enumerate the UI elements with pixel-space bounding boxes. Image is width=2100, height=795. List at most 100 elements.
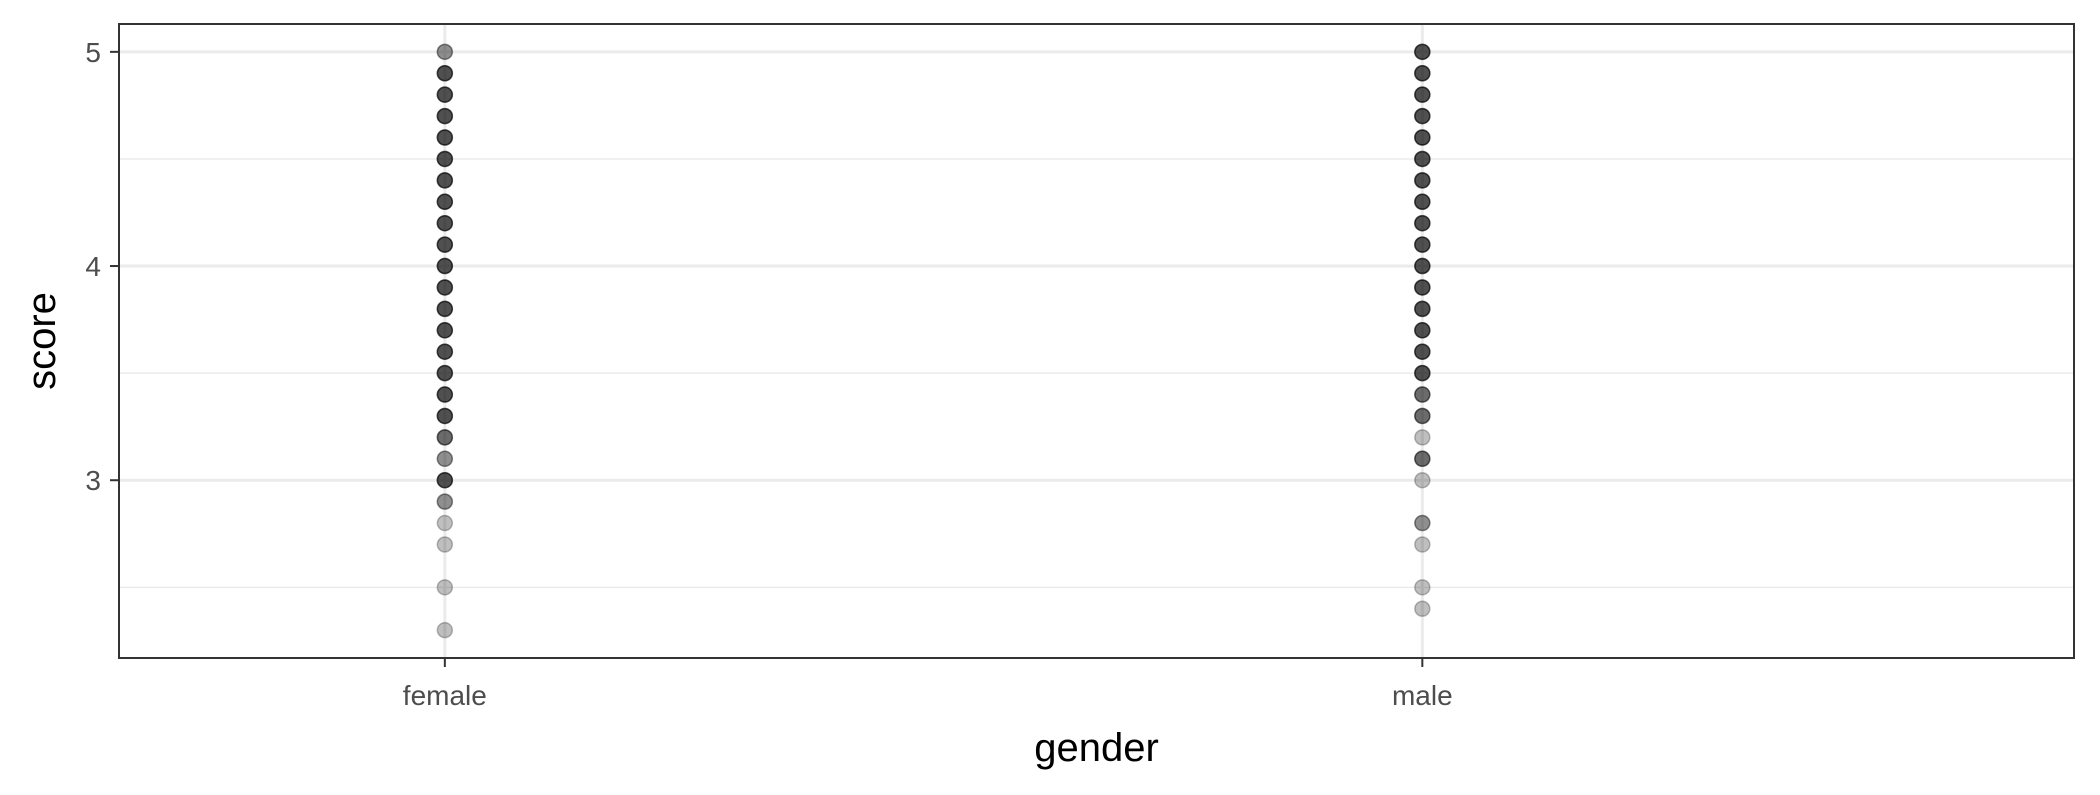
data-point-female xyxy=(436,236,454,253)
data-point-female xyxy=(436,43,454,61)
data-point-female xyxy=(436,343,454,360)
data-point-female xyxy=(436,86,454,103)
data-point-male xyxy=(1414,129,1431,146)
data-point-female xyxy=(436,471,454,489)
data-point-male xyxy=(1414,65,1431,82)
data-point-male xyxy=(1414,450,1431,468)
data-point-male xyxy=(1414,150,1431,168)
data-point-male xyxy=(1414,193,1431,211)
data-point-male xyxy=(1414,322,1431,339)
data-point-female xyxy=(436,150,454,168)
data-point-male xyxy=(1414,129,1431,146)
data-point-female xyxy=(436,279,454,296)
data-point-male xyxy=(1414,86,1431,103)
data-point-female xyxy=(436,129,454,146)
data-point-male xyxy=(1414,236,1431,253)
data-point-male xyxy=(1414,214,1431,232)
data-point-female xyxy=(436,322,454,339)
data-point-male xyxy=(1414,236,1431,253)
data-point-male xyxy=(1414,279,1431,296)
data-point-female xyxy=(436,107,454,125)
y-axis-title: score xyxy=(20,292,64,390)
data-point-male xyxy=(1414,279,1431,296)
data-point-female xyxy=(436,65,454,82)
x-axis-title: gender xyxy=(1034,726,1159,770)
data-point-female xyxy=(436,471,454,489)
data-point-female xyxy=(436,236,454,253)
data-point-female xyxy=(436,257,454,275)
data-point-female xyxy=(436,450,454,468)
data-point-male xyxy=(1414,322,1431,339)
data-point-male xyxy=(1414,279,1431,296)
data-point-male xyxy=(1414,364,1431,382)
data-point-female xyxy=(436,429,454,446)
data-point-female xyxy=(436,343,454,360)
data-point-male xyxy=(1414,300,1431,318)
data-point-female xyxy=(436,386,454,403)
data-point-male xyxy=(1414,407,1431,425)
data-point-female xyxy=(436,364,454,382)
data-point-male xyxy=(1414,172,1431,189)
data-point-male xyxy=(1414,193,1431,211)
data-point-male xyxy=(1414,65,1431,82)
data-point-female xyxy=(436,65,454,82)
data-point-female xyxy=(436,407,454,425)
data-point-male xyxy=(1414,386,1431,403)
data-point-male xyxy=(1414,364,1431,382)
data-point-male xyxy=(1414,193,1431,211)
data-point-male xyxy=(1414,107,1431,125)
data-point-female xyxy=(436,193,454,211)
data-point-female xyxy=(436,214,454,232)
data-point-female xyxy=(436,536,454,553)
data-point-male xyxy=(1414,407,1431,425)
y-tick-label: 5 xyxy=(85,37,101,68)
axes: 3 4 5 female male xyxy=(85,37,1452,711)
data-point-female xyxy=(436,193,454,211)
data-point-female xyxy=(436,257,454,275)
data-point-female xyxy=(436,172,454,189)
data-point-male xyxy=(1414,257,1431,275)
data-point-female xyxy=(436,86,454,103)
data-point-female xyxy=(436,107,454,125)
data-point-male xyxy=(1414,279,1431,296)
data-point-female xyxy=(436,279,454,296)
data-point-male xyxy=(1414,193,1431,211)
data-point-female xyxy=(436,214,454,232)
data-point-male xyxy=(1414,600,1431,617)
data-point-male xyxy=(1414,386,1431,403)
data-point-male xyxy=(1414,343,1431,360)
data-point-male xyxy=(1414,257,1431,275)
data-point-male xyxy=(1414,343,1431,360)
data-point-male xyxy=(1414,322,1431,339)
data-point-male xyxy=(1414,364,1431,382)
data-point-female xyxy=(436,386,454,403)
data-point-female xyxy=(436,364,454,382)
data-point-male xyxy=(1414,65,1431,82)
data-point-female xyxy=(436,386,454,403)
data-point-male xyxy=(1414,300,1431,318)
data-point-male xyxy=(1414,514,1431,532)
data-point-female xyxy=(436,514,454,532)
x-tick-label-male: male xyxy=(1392,680,1453,711)
data-point-male xyxy=(1414,150,1431,168)
data-point-female xyxy=(436,471,454,489)
data-point-male xyxy=(1414,364,1431,382)
data-point-female xyxy=(436,429,454,446)
data-point-male xyxy=(1414,300,1431,318)
data-point-female xyxy=(436,172,454,189)
data-point-female xyxy=(436,86,454,103)
data-point-male xyxy=(1414,43,1431,61)
data-point-female xyxy=(436,129,454,146)
data-point-female xyxy=(436,343,454,360)
data-point-female xyxy=(436,257,454,275)
data-point-male xyxy=(1414,107,1431,125)
data-point-female xyxy=(436,300,454,318)
data-point-male xyxy=(1414,514,1431,532)
data-point-female xyxy=(436,386,454,403)
data-point-female xyxy=(436,407,454,425)
data-point-male xyxy=(1414,236,1431,253)
data-point-male xyxy=(1414,450,1431,468)
data-point-female xyxy=(436,172,454,189)
